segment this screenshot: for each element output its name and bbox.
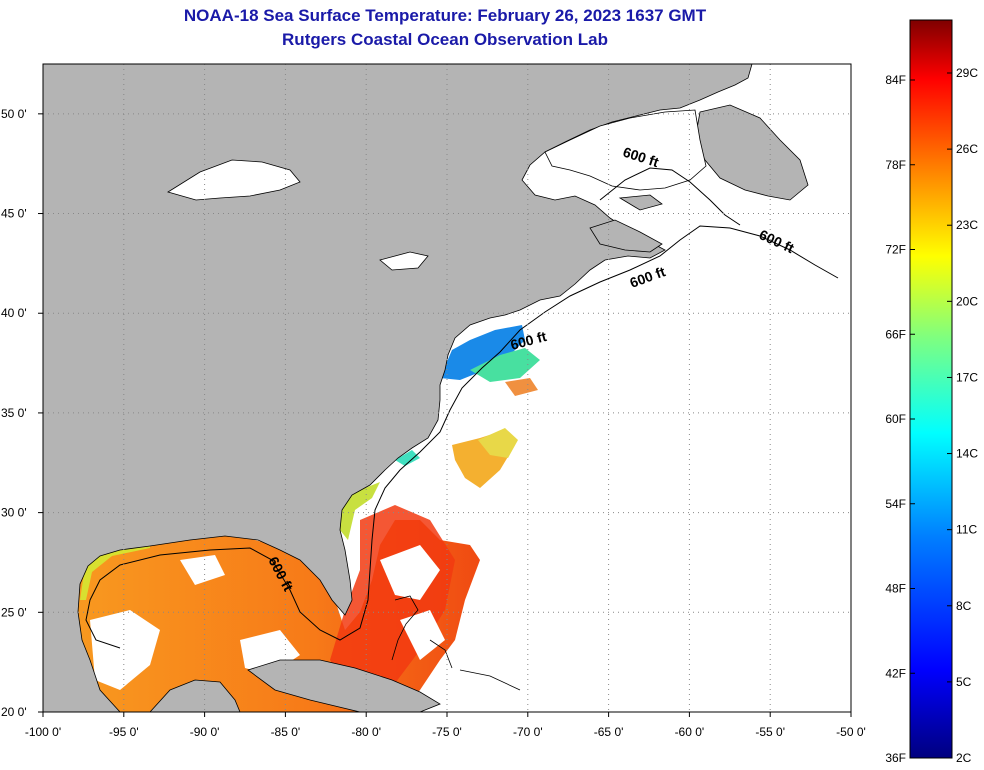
lon-tick-label: -70 0'	[513, 725, 543, 739]
colorbar-label-f: 84F	[885, 73, 906, 87]
land-cuba	[247, 659, 441, 712]
lat-tick-label: 20 0'	[1, 705, 27, 719]
land-pei	[618, 194, 663, 211]
lat-tick-label: 35 0'	[1, 406, 27, 420]
colorbar-label-c: 2C	[956, 751, 972, 765]
cloud-patches	[90, 520, 480, 690]
map-plot-area	[43, 64, 851, 712]
land-nova-scotia	[589, 219, 663, 253]
colorbar-ticks: 84F 78F 72F 66F 60F 54F 48F 42F 36F 29C 26C 23C 20C 1…	[885, 66, 978, 765]
lake-ontario	[379, 251, 429, 271]
lat-tick-label: 30 0'	[1, 506, 27, 520]
lon-tick-label: -80 0'	[351, 725, 381, 739]
sst-mid-atlantic-bight	[440, 325, 525, 380]
colorbar-label-c: 20C	[956, 294, 978, 308]
title-line-1: NOAA-18 Sea Surface Temperature: Februar…	[183, 6, 707, 25]
colorbar-label-f: 54F	[885, 497, 906, 511]
land-yucatan	[149, 679, 241, 712]
colorbar	[909, 19, 953, 759]
map-axes: -100 0' -95 0' -90 0' -85 0' -80 0' -75 0' -70…	[1, 107, 866, 739]
lat-lon-grid	[43, 64, 851, 712]
colorbar-label-c: 17C	[956, 370, 978, 384]
colorbar-label-c: 23C	[956, 218, 978, 232]
lon-tick-label: -60 0'	[675, 725, 705, 739]
colorbar-label-c: 14C	[956, 447, 978, 461]
sst-offshore-patch-b	[478, 428, 518, 458]
lon-tick-label: -85 0'	[271, 725, 301, 739]
lon-tick-label: -100 0'	[25, 725, 61, 739]
contour-600ft-gulf-st-lawrence	[599, 167, 741, 226]
gulf-st-lawrence	[544, 109, 707, 191]
lon-tick-label: -90 0'	[190, 725, 220, 739]
lon-tick-label: -95 0'	[109, 725, 139, 739]
contour-600ft-line	[85, 225, 839, 649]
colorbar-label-c: 5C	[956, 675, 972, 689]
title-line-2: Rutgers Coastal Ocean Observation Lab	[282, 30, 608, 49]
lat-tick-label: 45 0'	[1, 207, 27, 221]
sst-carolina-nearshore	[395, 450, 420, 466]
lon-tick-label: -55 0'	[755, 725, 785, 739]
colorbar-label-f: 42F	[885, 666, 906, 680]
colorbar-label-c: 8C	[956, 599, 972, 613]
colorbar-label-c: 29C	[956, 66, 978, 80]
lat-tick-label: 50 0'	[1, 107, 27, 121]
colorbar-label-c: 26C	[956, 142, 978, 156]
lat-tick-label: 40 0'	[1, 306, 27, 320]
lake-superior	[167, 159, 301, 201]
sst-shelf-green	[470, 348, 540, 382]
colorbar-label-c: 11C	[956, 523, 977, 537]
colorbar-label-f: 78F	[885, 158, 906, 172]
lon-tick-label: -65 0'	[594, 725, 624, 739]
colorbar-label-f: 72F	[885, 243, 906, 257]
lon-tick-label: -75 0'	[432, 725, 462, 739]
colorbar-label-f: 48F	[885, 582, 906, 596]
colorbar-label-f: 60F	[885, 412, 906, 426]
lat-tick-label: 25 0'	[1, 605, 27, 619]
colorbar-label-f: 36F	[885, 751, 906, 765]
colorbar-label-f: 66F	[885, 327, 906, 341]
lon-tick-label: -50 0'	[836, 725, 866, 739]
sst-shelf-orange	[505, 378, 538, 396]
land-bahamas	[391, 595, 521, 691]
